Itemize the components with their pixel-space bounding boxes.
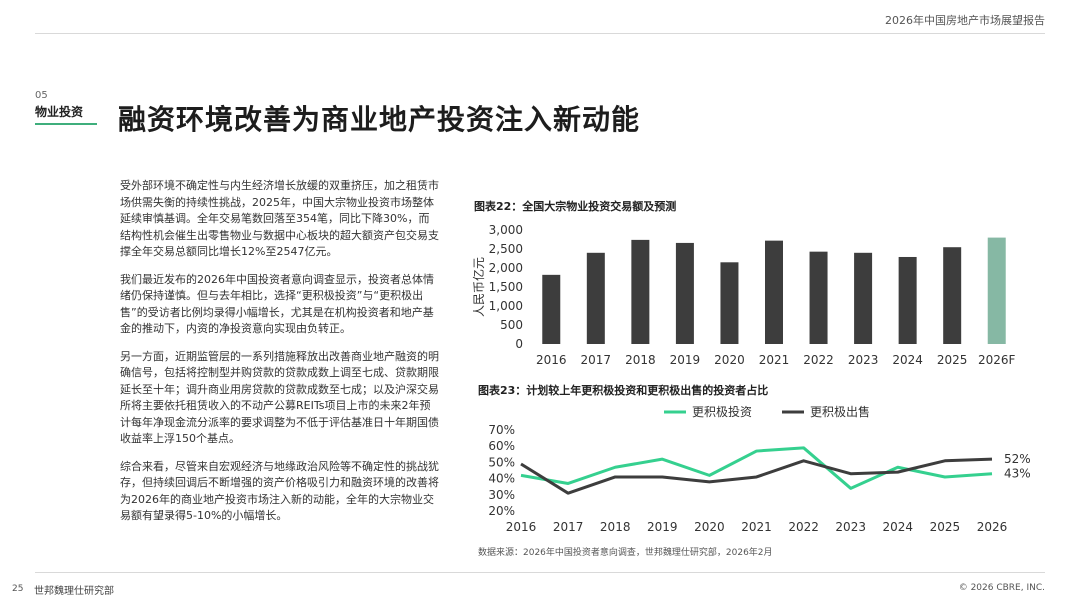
x-tick-label: 2017 bbox=[553, 520, 584, 534]
bar bbox=[586, 252, 605, 344]
body-text: 受外部环境不确定性与内生经济增长放缓的双重挤压，加之租赁市场供需失衡的持续性挑战… bbox=[120, 178, 440, 536]
bottom-rule bbox=[35, 572, 1045, 573]
x-tick-label: 2022 bbox=[788, 520, 819, 534]
top-rule bbox=[35, 33, 1045, 34]
x-tick-label: 2018 bbox=[625, 353, 656, 367]
y-tick-label: 50% bbox=[488, 455, 515, 469]
bar bbox=[898, 256, 917, 344]
x-tick-label: 2021 bbox=[741, 520, 772, 534]
section-number: 05 bbox=[35, 90, 48, 101]
y-tick-label: 70% bbox=[488, 423, 515, 437]
x-tick-label: 2020 bbox=[714, 353, 745, 367]
x-tick-label: 2016 bbox=[536, 353, 567, 367]
y-tick-label: 1,000 bbox=[489, 299, 523, 313]
bar bbox=[943, 247, 962, 344]
source-note: 数据来源：2026年中国投资者意向调查，世邦魏理仕研究部，2026年2月 bbox=[478, 548, 773, 558]
y-tick-label: 0 bbox=[515, 337, 523, 351]
copyright: © 2026 CBRE, INC. bbox=[958, 583, 1045, 593]
x-tick-label: 2025 bbox=[930, 520, 961, 534]
x-tick-label: 2022 bbox=[803, 353, 834, 367]
y-tick-label: 500 bbox=[500, 318, 523, 332]
series-line bbox=[520, 446, 993, 490]
x-tick-label: 2019 bbox=[647, 520, 678, 534]
series-line bbox=[520, 457, 993, 495]
paragraph-3: 另一方面，近期监管层的一系列措施释放出改善商业地产融资的明确信号，包括将控制型并… bbox=[120, 349, 439, 446]
section-underline bbox=[35, 123, 97, 125]
y-tick-label: 40% bbox=[488, 472, 515, 486]
section-name: 物业投资 bbox=[35, 105, 84, 119]
bar bbox=[720, 262, 739, 344]
bar bbox=[987, 237, 1006, 344]
end-value-label: 52% bbox=[1004, 452, 1031, 466]
legend-label: 更积极投资 bbox=[692, 404, 752, 419]
paragraph-4: 综合来看，尽管来自宏观经济与地缘政治风险等不确定性的挑战犹存，但持续回调后不断增… bbox=[120, 459, 439, 523]
x-tick-label: 2019 bbox=[670, 353, 701, 367]
bar bbox=[809, 251, 828, 344]
y-tick-label: 20% bbox=[488, 504, 515, 518]
x-tick-label: 2026 bbox=[977, 520, 1008, 534]
chart23-title: 图表23：计划较上年更积极投资和更积极出售的投资者占比 bbox=[478, 384, 769, 397]
bar bbox=[675, 242, 694, 344]
page-number: 25 bbox=[12, 584, 24, 594]
x-tick-label: 2023 bbox=[835, 520, 866, 534]
page-title: 融资环境改善为商业地产投资注入新动能 bbox=[118, 103, 641, 136]
x-tick-label: 2017 bbox=[581, 353, 612, 367]
legend-label: 更积极出售 bbox=[810, 404, 870, 419]
paragraph-1: 受外部环境不确定性与内生经济增长放缓的双重挤压，加之租赁市场供需失衡的持续性挑战… bbox=[120, 179, 439, 258]
y-tick-label: 2,500 bbox=[489, 242, 523, 256]
x-tick-label: 2020 bbox=[694, 520, 725, 534]
bar bbox=[765, 240, 783, 344]
y-tick-label: 30% bbox=[488, 488, 515, 502]
x-tick-label: 2024 bbox=[883, 520, 914, 534]
footer-org: 世邦魏理仕研究部 bbox=[34, 586, 114, 597]
paragraph-2: 我们最近发布的2026年中国投资者意向调查显示，投资者总体情绪仍保持谨慎。但与去… bbox=[120, 272, 434, 336]
y-tick-label: 60% bbox=[488, 439, 515, 453]
y-tick-label: 3,000 bbox=[489, 223, 523, 237]
x-tick-label: 2026F bbox=[978, 353, 1016, 367]
chart22-title: 图表22：全国大宗物业投资交易额及预测 bbox=[474, 200, 677, 213]
chart23-line-chart: 更积极投资 更积极出售 20% 30% 40% 50% 60% 70% 2016 2017 2018… bbox=[488, 404, 1031, 534]
bar bbox=[542, 274, 561, 344]
y-axis-label: 人民币亿元 bbox=[471, 257, 486, 317]
report-title: 2026年中国房地产市场展望报告 bbox=[885, 14, 1045, 27]
x-tick-label: 2025 bbox=[937, 353, 968, 367]
chart22-bar-chart: 0 500 1,000 1,500 2,000 2,500 3,000 人民币亿元 2016 20… bbox=[471, 223, 1016, 367]
y-tick-label: 2,000 bbox=[489, 261, 523, 275]
x-tick-label: 2024 bbox=[892, 353, 923, 367]
y-tick-label: 1,500 bbox=[489, 280, 523, 294]
x-tick-label: 2016 bbox=[506, 520, 537, 534]
x-tick-label: 2021 bbox=[759, 353, 790, 367]
end-value-label: 43% bbox=[1004, 467, 1031, 481]
x-tick-label: 2018 bbox=[600, 520, 631, 534]
bar bbox=[631, 239, 650, 344]
x-tick-label: 2023 bbox=[848, 353, 879, 367]
bar bbox=[854, 252, 873, 344]
